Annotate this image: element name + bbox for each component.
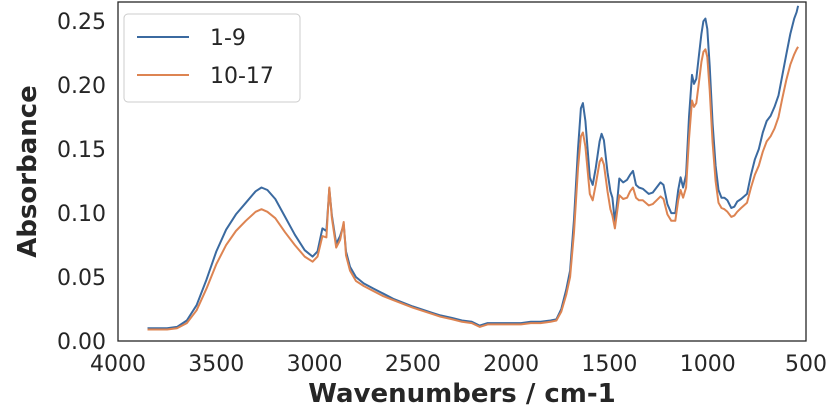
plot-area bbox=[147, 5, 800, 331]
x-tick-label: 4000 bbox=[90, 352, 146, 377]
y-axis-label: Absorbance bbox=[13, 85, 43, 258]
y-tick-label: 0.20 bbox=[57, 74, 106, 99]
x-tick-label: 2500 bbox=[385, 352, 441, 377]
legend: 1-9 10-17 bbox=[123, 13, 301, 103]
x-tick-label: 1000 bbox=[680, 352, 736, 377]
legend-label-series-1: 1-9 bbox=[210, 26, 246, 51]
y-tick-label: 0.10 bbox=[57, 202, 106, 227]
y-tick-label: 0.15 bbox=[57, 138, 106, 163]
x-tick-label: 3000 bbox=[287, 352, 343, 377]
plot-frame bbox=[117, 1, 807, 342]
legend-label-series-2: 10-17 bbox=[210, 64, 274, 89]
y-axis-ticks: 0.00 0.05 0.10 0.15 0.20 0.25 bbox=[57, 10, 106, 355]
x-axis-label: Wavenumbers / cm-1 bbox=[308, 379, 616, 409]
x-tick-label: 1500 bbox=[581, 352, 637, 377]
x-axis-ticks: 4000 3500 3000 2500 2000 1500 1000 500 bbox=[90, 352, 826, 377]
y-tick-label: 0.25 bbox=[57, 10, 106, 35]
x-tick-label: 2000 bbox=[483, 352, 539, 377]
x-tick-label: 500 bbox=[785, 352, 826, 377]
series-line-2 bbox=[147, 46, 799, 331]
y-tick-label: 0.00 bbox=[57, 330, 106, 355]
series-line-1 bbox=[147, 5, 800, 330]
y-tick-label: 0.05 bbox=[57, 266, 106, 291]
x-tick-label: 3500 bbox=[188, 352, 244, 377]
